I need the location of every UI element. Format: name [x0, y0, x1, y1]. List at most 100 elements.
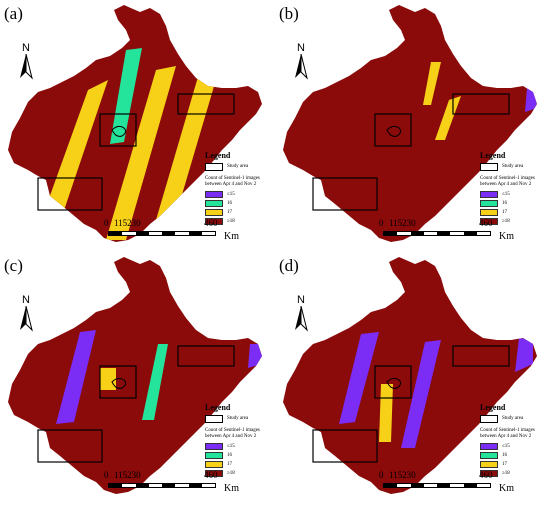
- legend-swatch: [480, 191, 498, 198]
- study-area-box: [452, 345, 510, 367]
- legend-swatch: [205, 443, 223, 450]
- region-map: [8, 257, 262, 494]
- legend-label: ≥18: [502, 218, 510, 224]
- legend-label: ≥18: [227, 470, 235, 476]
- scale-bar: 0 115230 460 Km: [100, 218, 275, 248]
- legend-item: ≥18: [480, 217, 548, 226]
- scale-unit: Km: [224, 231, 239, 242]
- legend-caption: Count of Sentinel-1 images between Apr 4…: [480, 176, 535, 187]
- north-arrow-icon: N: [293, 42, 309, 85]
- legend-item: ≤15: [205, 190, 273, 199]
- swath-stripe: [515, 338, 533, 372]
- study-area-box: [99, 365, 137, 399]
- study-area-box: [177, 345, 235, 367]
- map-panel-d: (d) N Legend Study area Count of Sentinel-1 …: [275, 252, 550, 504]
- scale-tick-label: 460: [204, 470, 218, 480]
- swath-stripe: [142, 344, 168, 420]
- scale-bar: 0 115230 460 Km: [100, 470, 275, 500]
- legend-swatch: [480, 218, 498, 225]
- legend-item: ≥18: [480, 469, 548, 478]
- map-panel-b: (b) N Legend Study area Count of Sentinel-1 …: [275, 0, 550, 252]
- scale-tick-label: 115230: [114, 218, 141, 228]
- legend-item: ≤15: [205, 442, 273, 451]
- legend: Legend Study area Count of Sentinel-1 imag…: [205, 151, 273, 226]
- legend-item: 16: [480, 451, 548, 460]
- region-fill: [8, 257, 262, 494]
- legend-label: ≤15: [227, 191, 235, 197]
- legend-title: Legend: [205, 151, 231, 160]
- legend-swatch: [205, 209, 223, 216]
- region-fill: [283, 5, 537, 242]
- north-arrow-icon: N: [293, 294, 309, 337]
- swath-stripe: [321, 5, 341, 40]
- panel-label: (b): [279, 4, 299, 23]
- study-area-box: [452, 93, 510, 115]
- region-map: [283, 5, 537, 242]
- legend-label: 16: [502, 452, 507, 458]
- legend-label: Study area: [227, 163, 249, 169]
- legend-label: ≤15: [502, 443, 510, 449]
- scale-tick-label: 0: [104, 470, 109, 480]
- swath-stripe: [106, 66, 176, 240]
- legend-swatch: [480, 414, 498, 423]
- swath-stripe: [435, 96, 461, 140]
- legend-item: ≥18: [205, 469, 273, 478]
- scale-bar-graphic: [108, 483, 216, 488]
- scale-tick-label: 115230: [114, 470, 141, 480]
- legend-caption: Count of Sentinel-1 images between Apr 4…: [205, 176, 260, 187]
- scale-tick-label: 0: [379, 470, 384, 480]
- legend-swatch: [480, 461, 498, 468]
- swath-stripe: [100, 368, 116, 390]
- legend-label: Study area: [502, 415, 524, 421]
- panel-label: (d): [279, 256, 299, 275]
- legend-item: ≤15: [480, 190, 548, 199]
- scale-tick-label: 460: [204, 218, 218, 228]
- scale-tick-label: 0: [379, 218, 384, 228]
- legend-swatch: [480, 200, 498, 207]
- scale-tick-label: 460: [479, 218, 493, 228]
- legend-item: 16: [205, 199, 273, 208]
- legend-item: 17: [205, 460, 273, 469]
- legend-swatch: [480, 209, 498, 216]
- scale-tick-label: 0: [104, 218, 109, 228]
- scale-tick-label: 115230: [389, 470, 416, 480]
- legend-label: 16: [227, 452, 232, 458]
- swath-stripe: [423, 62, 441, 105]
- swath-stripe: [156, 66, 220, 220]
- map-panel-c: (c) N Legend Study area Count of Sentinel-1 …: [0, 252, 275, 504]
- swath-stripe: [110, 48, 142, 144]
- legend-item: ≤15: [480, 442, 548, 451]
- legend-swatch: [205, 200, 223, 207]
- panel-label: (a): [4, 4, 23, 23]
- legend-swatch: [205, 191, 223, 198]
- legend-swatch: [480, 452, 498, 459]
- study-area-box: [37, 177, 103, 211]
- legend-label: ≥18: [502, 470, 510, 476]
- north-label: N: [297, 294, 305, 306]
- legend-swatch: [480, 162, 498, 171]
- legend-item: 17: [480, 208, 548, 217]
- legend: Legend Study area Count of Sentinel-1 imag…: [205, 403, 273, 478]
- legend-label: 17: [227, 209, 232, 215]
- legend-item: 16: [480, 199, 548, 208]
- scale-bar: 0 115230 460 Km: [375, 470, 550, 500]
- legend-label: 17: [502, 209, 507, 215]
- legend-title: Legend: [480, 403, 506, 412]
- scale-tick-label: 460: [479, 470, 493, 480]
- legend-item: 16: [205, 451, 273, 460]
- study-area-box: [37, 429, 103, 463]
- scale-bar-graphic: [108, 231, 216, 236]
- legend-swatch: [480, 443, 498, 450]
- legend-label: Study area: [227, 415, 249, 421]
- swath-stripe: [339, 332, 379, 424]
- legend-title: Legend: [205, 403, 231, 412]
- legend-label: 17: [502, 461, 507, 467]
- scale-unit: Km: [499, 231, 514, 242]
- map-panel-a: (a) N Legend Study area Count of Sentinel-1 …: [0, 0, 275, 252]
- legend-item-study-area: Study area: [480, 162, 548, 171]
- scale-bar: 0 115230 460 Km: [375, 218, 550, 248]
- legend-label: ≤15: [227, 443, 235, 449]
- legend-swatch: [205, 452, 223, 459]
- legend-item-study-area: Study area: [480, 414, 548, 423]
- swath-stripe: [56, 330, 96, 424]
